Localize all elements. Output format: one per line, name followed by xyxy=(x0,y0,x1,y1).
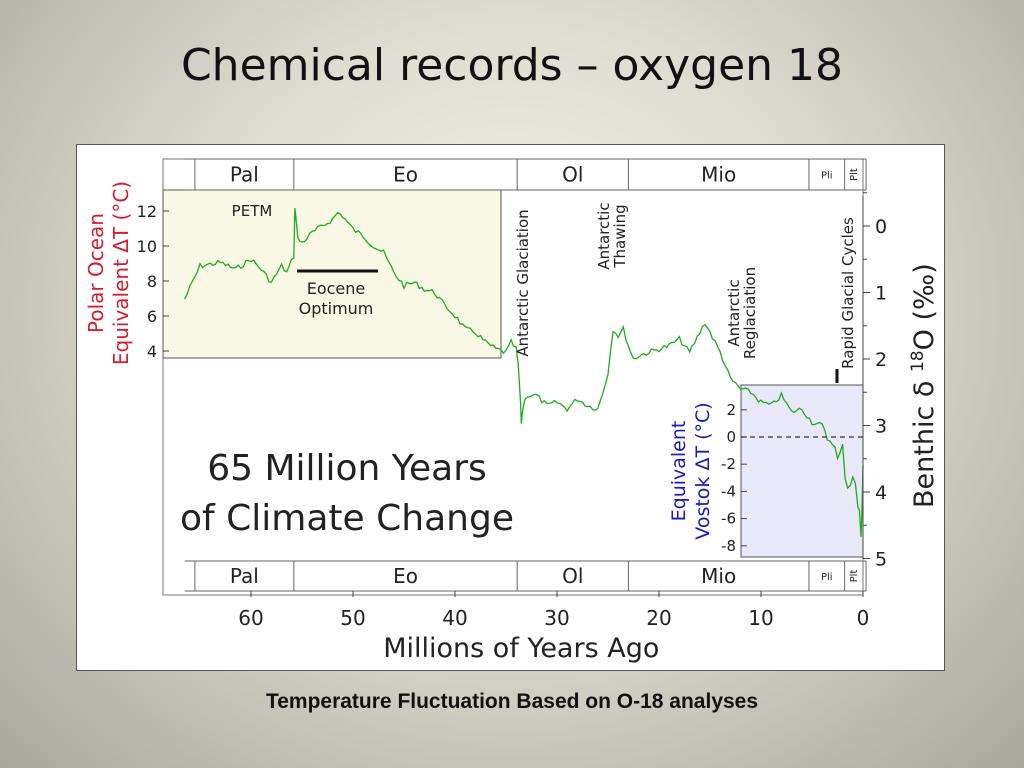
y-left-tick-label: 8 xyxy=(147,272,157,291)
epoch-top-label-ol: Ol xyxy=(562,163,583,187)
y-axis-right: 0 1 2 3 4 5 Benthic δ 18O (‰) xyxy=(862,192,940,571)
y-right-title-part-b: O (‰) xyxy=(909,263,940,350)
y-right-tick-label: 4 xyxy=(875,482,887,504)
epoch-top-label-eo: Eo xyxy=(393,163,418,187)
y-right-tick-label: 1 xyxy=(875,283,887,305)
x-axis: 60 50 40 30 20 10 0 Millions of Years Ago xyxy=(238,591,869,664)
y-right-title-part-a: Benthic δ xyxy=(909,372,940,508)
climate-chart: Pal Eo Ol Mio Pli Plt Pal Eo Ol Mio Pli Plt 60 50 40… xyxy=(84,158,940,664)
annotation-petm-line: PETM xyxy=(232,202,273,220)
y-right-tick-label: 0 xyxy=(875,216,887,238)
chart-title-line: 65 Million Years xyxy=(207,448,487,489)
y-inset-tick-label: -2 xyxy=(721,455,736,473)
y-inset-tick-label: -8 xyxy=(721,537,736,555)
y-right-tick-label: 2 xyxy=(875,349,887,371)
x-tick-label: 50 xyxy=(340,606,365,630)
polar-inset-box xyxy=(162,189,502,359)
y-left-tick-label: 12 xyxy=(137,202,157,221)
epoch-bottom-label-mio: Mio xyxy=(701,564,736,588)
epoch-bottom-label-ol: Ol xyxy=(562,564,583,588)
chart-figure: Pal Eo Ol Mio Pli Plt Pal Eo Ol Mio Pli Plt 60 50 40… xyxy=(76,144,945,671)
y-inset-tick-label: 0 xyxy=(726,428,736,446)
slide-caption: Temperature Fluctuation Based on O-18 an… xyxy=(265,690,759,713)
epoch-top-label-pli: Pli xyxy=(821,171,833,182)
slide-title: Chemical records – oxygen 18 xyxy=(180,40,844,91)
x-tick-label: 0 xyxy=(857,606,870,630)
epoch-bottom-label-plt: Plt xyxy=(849,570,860,583)
series-layer xyxy=(184,208,864,537)
annotation-antarctic-thawing-line: Antarctic xyxy=(595,202,613,269)
epoch-bottom-label-pli: Pli xyxy=(821,572,833,583)
annotation-antarctic-thawing-line: Thawing xyxy=(611,204,629,268)
x-axis-title: Millions of Years Ago xyxy=(383,633,659,664)
chart-title-line: of Climate Change xyxy=(180,498,514,539)
x-tick-label: 20 xyxy=(646,606,671,630)
epoch-bottom-label-eo: Eo xyxy=(393,564,418,588)
y-axis-left: 4 6 8 10 12 Polar Ocean Equivalent ΔT (°C) xyxy=(84,181,169,365)
y-inset-tick-label: 2 xyxy=(726,401,736,419)
epoch-bar-top: Pal Eo Ol Mio Pli Plt xyxy=(184,158,867,191)
annotation-antarctic-reglaciation-line: Antarctic xyxy=(725,279,743,346)
annotation-antarctic-reglaciation-line: Reglaciation xyxy=(741,267,759,359)
y-left-tick-label: 10 xyxy=(137,237,157,256)
x-tick-label: 10 xyxy=(748,606,773,630)
x-tick-label: 60 xyxy=(238,606,263,630)
y-right-tick-label: 3 xyxy=(875,416,887,438)
y-inset-title-line: Vostok ΔT (°C) xyxy=(692,402,714,539)
y-inset-tick-label: -6 xyxy=(721,510,736,528)
epoch-top-label-plt: Plt xyxy=(849,168,860,181)
y-right-title: Benthic δ 18O (‰) xyxy=(908,263,940,508)
series-line-0 xyxy=(184,208,864,537)
y-left-title-line: Polar Ocean xyxy=(84,213,108,333)
chart-titles: 65 Million Years of Climate Change xyxy=(180,448,514,539)
epoch-bar-bottom: Pal Eo Ol Mio Pli Plt xyxy=(184,560,867,592)
y-left-title-line: Equivalent ΔT (°C) xyxy=(109,181,133,365)
y-axis-inset: 2 0 -2 -4 -6 -8 Equivalent Vostok ΔT (°C) xyxy=(668,401,863,555)
vostok-inset-box xyxy=(740,384,864,558)
epoch-bottom-label-pal: Pal xyxy=(230,564,259,588)
annotation-rapid-glacial-cycles-line: Rapid Glacial Cycles xyxy=(839,217,857,369)
annotation-eocene-optimum-line: Eocene xyxy=(307,279,366,298)
x-tick-label: 40 xyxy=(442,606,467,630)
y-left-tick-label: 6 xyxy=(147,307,157,326)
x-tick-label: 30 xyxy=(544,606,569,630)
annotation-eocene-optimum-line: Optimum xyxy=(299,299,374,318)
annotation-antarctic-glaciation-line: Antarctic Glaciation xyxy=(514,209,532,356)
y-inset-title-line: Equivalent xyxy=(668,421,690,522)
y-right-title-sup: 18 xyxy=(908,350,928,372)
y-inset-tick-label: -4 xyxy=(721,482,736,500)
epoch-top-label-mio: Mio xyxy=(701,163,736,187)
y-left-tick-label: 4 xyxy=(147,342,157,361)
epoch-top-label-pal: Pal xyxy=(230,163,259,187)
y-right-tick-label: 5 xyxy=(875,549,887,571)
